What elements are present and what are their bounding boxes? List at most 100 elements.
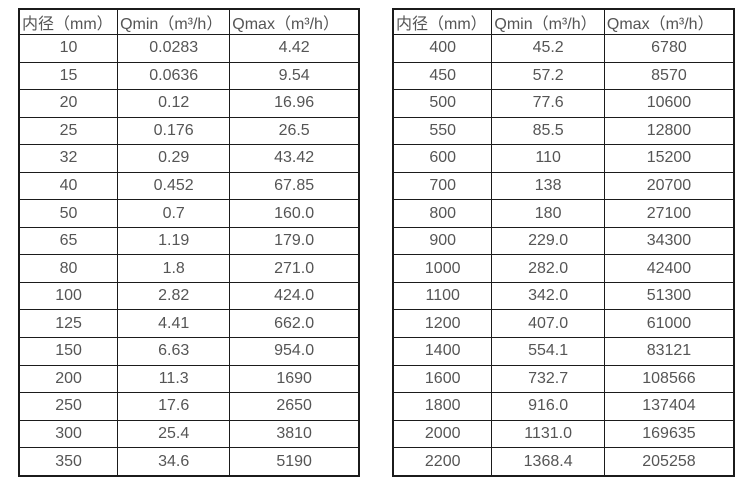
table-cell: 250 [18,392,119,421]
flow-spec-table-small-diameters: 内径（mm） Qmin（m³/h） Qmax（m³/h） 10 0.0283 4.42 15… [18,8,360,477]
column-header: 内径（mm） [18,8,119,35]
table-row: 2200 1368.4 205258 [392,447,735,477]
column-header: Qmin（m³/h） [491,8,605,35]
table-row: 50 0.7 160.0 [18,199,360,228]
table-cell: 20 [18,89,119,118]
table-row: 10 0.0283 4.42 [18,34,360,63]
table-row: 400 45.2 6780 [392,34,735,63]
table-cell: 32 [18,144,119,173]
table-cell: 34300 [603,226,735,256]
table-row: 300 25.4 3810 [18,419,360,449]
column-header: Qmax（m³/h） [229,8,360,35]
table-cell: 200 [18,364,119,394]
table-cell: 15200 [603,144,735,173]
table-row: 15 0.0636 9.54 [18,61,360,91]
table-cell: 229.0 [491,226,605,256]
table-cell: 180 [491,199,605,228]
table-cell: 450 [392,61,493,91]
table-cell: 900 [392,226,493,256]
table-cell: 51300 [603,281,735,311]
table-row: 450 57.2 8570 [392,61,735,91]
table-cell: 3810 [229,419,360,449]
table-cell: 342.0 [491,281,605,311]
table-row: 25 0.176 26.5 [18,116,360,146]
table-row: 65 1.19 179.0 [18,226,360,256]
table-cell: 10 [18,34,119,63]
table-cell: 108566 [603,364,735,394]
table-cell: 554.1 [491,337,605,366]
column-header: 内径（mm） [392,8,493,35]
column-header: Qmax（m³/h） [603,8,735,35]
table-cell: 0.0283 [117,34,231,63]
table-cell: 1131.0 [491,419,605,449]
table-cell: 25.4 [117,419,231,449]
table-row: 900 229.0 34300 [392,226,735,256]
table-cell: 1600 [392,364,493,394]
table-cell: 600 [392,144,493,173]
table-row: 1100 342.0 51300 [392,281,735,311]
table-cell: 67.85 [229,171,360,201]
table-row: 40 0.452 67.85 [18,171,360,201]
table-cell: 500 [392,89,493,118]
table-cell: 12800 [603,116,735,146]
table-row: 80 1.8 271.0 [18,254,360,283]
table-cell: 169635 [603,419,735,449]
table-cell: 40 [18,171,119,201]
table-cell: 9.54 [229,61,360,91]
table-cell: 282.0 [491,254,605,283]
table-cell: 0.176 [117,116,231,146]
table-cell: 1.19 [117,226,231,256]
table-cell: 1800 [392,392,493,421]
table-cell: 2650 [229,392,360,421]
table-cell: 0.29 [117,144,231,173]
table-row: 100 2.82 424.0 [18,281,360,311]
table-cell: 954.0 [229,337,360,366]
table-cell: 85.5 [491,116,605,146]
table-row: 600 110 15200 [392,144,735,173]
table-row: 500 77.6 10600 [392,89,735,118]
table-cell: 138 [491,171,605,201]
table-cell: 2200 [392,447,493,477]
table-cell: 80 [18,254,119,283]
table-cell: 43.42 [229,144,360,173]
table-cell: 350 [18,447,119,477]
table-row: 350 34.6 5190 [18,447,360,477]
table-cell: 26.5 [229,116,360,146]
table-cell: 125 [18,309,119,339]
header-row: 内径（mm） Qmin（m³/h） Qmax（m³/h） [18,8,360,35]
table-row: 1800 916.0 137404 [392,392,735,421]
table-cell: 2.82 [117,281,231,311]
flow-spec-table-large-diameters: 内径（mm） Qmin（m³/h） Qmax（m³/h） 400 45.2 6780 450… [392,8,735,477]
table-cell: 11.3 [117,364,231,394]
table-cell: 271.0 [229,254,360,283]
table-cell: 100 [18,281,119,311]
table-cell: 61000 [603,309,735,339]
header-row: 内径（mm） Qmin（m³/h） Qmax（m³/h） [392,8,735,35]
table-cell: 20700 [603,171,735,201]
table-cell: 137404 [603,392,735,421]
table-row: 1600 732.7 108566 [392,364,735,394]
table-cell: 400 [392,34,493,63]
table-cell: 42400 [603,254,735,283]
table-cell: 1690 [229,364,360,394]
table-row: 200 11.3 1690 [18,364,360,394]
table-cell: 110 [491,144,605,173]
table-cell: 1200 [392,309,493,339]
table-row: 20 0.12 16.96 [18,89,360,118]
table-cell: 17.6 [117,392,231,421]
table-cell: 0.0636 [117,61,231,91]
table-cell: 800 [392,199,493,228]
table-cell: 1368.4 [491,447,605,477]
table-cell: 150 [18,337,119,366]
table-cell: 6780 [603,34,735,63]
table-cell: 65 [18,226,119,256]
table-cell: 300 [18,419,119,449]
table-cell: 4.42 [229,34,360,63]
table-row: 1200 407.0 61000 [392,309,735,339]
table-cell: 1.8 [117,254,231,283]
table-row: 550 85.5 12800 [392,116,735,146]
table-cell: 179.0 [229,226,360,256]
table-cell: 424.0 [229,281,360,311]
table-row: 150 6.63 954.0 [18,337,360,366]
